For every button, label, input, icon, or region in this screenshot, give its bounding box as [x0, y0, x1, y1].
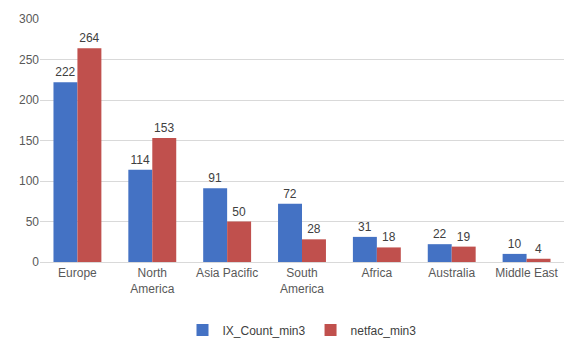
- svg-text:Africa: Africa: [362, 266, 393, 280]
- svg-text:153: 153: [154, 121, 174, 135]
- svg-text:28: 28: [307, 222, 321, 236]
- svg-text:264: 264: [79, 31, 99, 45]
- svg-text:netfac_min3: netfac_min3: [351, 324, 417, 338]
- svg-text:31: 31: [358, 220, 372, 234]
- svg-text:18: 18: [382, 230, 396, 244]
- svg-text:72: 72: [283, 187, 297, 201]
- svg-text:200: 200: [19, 93, 39, 107]
- svg-text:SouthAmerica: SouthAmerica: [280, 266, 324, 296]
- svg-text:Middle East: Middle East: [495, 266, 558, 280]
- svg-text:4: 4: [535, 242, 542, 256]
- svg-text:10: 10: [508, 237, 522, 251]
- svg-text:Australia: Australia: [428, 266, 475, 280]
- svg-text:91: 91: [208, 171, 222, 185]
- svg-text:114: 114: [131, 153, 150, 167]
- svg-text:0: 0: [32, 255, 39, 269]
- svg-text:19: 19: [457, 230, 471, 244]
- svg-text:222: 222: [55, 65, 75, 79]
- svg-text:50: 50: [232, 205, 246, 219]
- svg-text:300: 300: [19, 12, 39, 26]
- svg-text:IX_Count_min3: IX_Count_min3: [223, 324, 306, 338]
- svg-text:Asia Pacific: Asia Pacific: [196, 266, 258, 280]
- svg-text:150: 150: [19, 134, 39, 148]
- svg-text:100: 100: [19, 174, 39, 188]
- svg-text:250: 250: [19, 53, 39, 67]
- svg-text:Europe: Europe: [58, 266, 97, 280]
- svg-text:NorthAmerica: NorthAmerica: [130, 266, 174, 296]
- svg-text:22: 22: [433, 227, 447, 241]
- svg-text:50: 50: [26, 215, 40, 229]
